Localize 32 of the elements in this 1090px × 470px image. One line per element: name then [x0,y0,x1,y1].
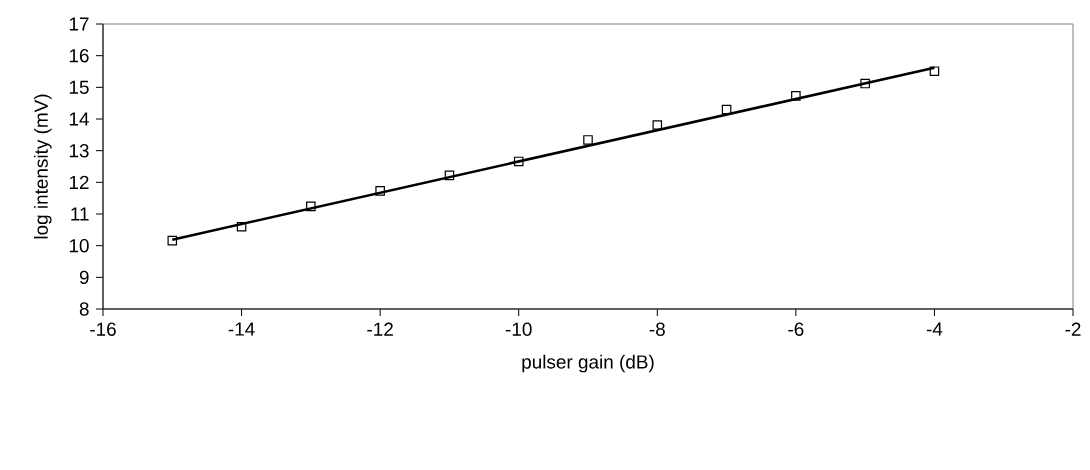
y-axis-title: log intensity (mV) [33,94,52,239]
point [306,201,316,212]
y-tick-label: 13 [69,143,89,158]
y-tick-label: 8 [79,302,89,316]
x-tick-label: -2 [1065,322,1081,336]
x-tick-label: -14 [228,322,255,336]
y-tick-label: 9 [79,270,89,285]
point [236,221,247,232]
y-tick-label: 11 [71,207,89,221]
x-tick-label: -6 [788,322,804,336]
y-tick-label: 14 [69,112,89,126]
point [721,104,732,115]
x-tick-label: -10 [505,322,532,336]
x-tick-label: -16 [90,322,116,336]
point [652,120,663,130]
point [860,78,870,89]
y-tick-label: 12 [69,175,89,189]
point [791,91,801,101]
x-tick-label: -4 [926,322,943,336]
point [444,170,455,181]
y-tick-label: 10 [69,238,89,253]
point [513,156,524,167]
y-tick-label: 16 [69,48,89,63]
point [167,235,178,246]
x-tick-label: -8 [649,322,665,336]
point [929,66,940,76]
x-tick-label: -12 [367,322,393,336]
x-axis-title: pulser gain (dB) [522,354,654,373]
point [375,186,385,196]
y-tick-label: 15 [69,80,89,94]
y-tick-label: 17 [69,17,89,31]
point [583,135,593,145]
